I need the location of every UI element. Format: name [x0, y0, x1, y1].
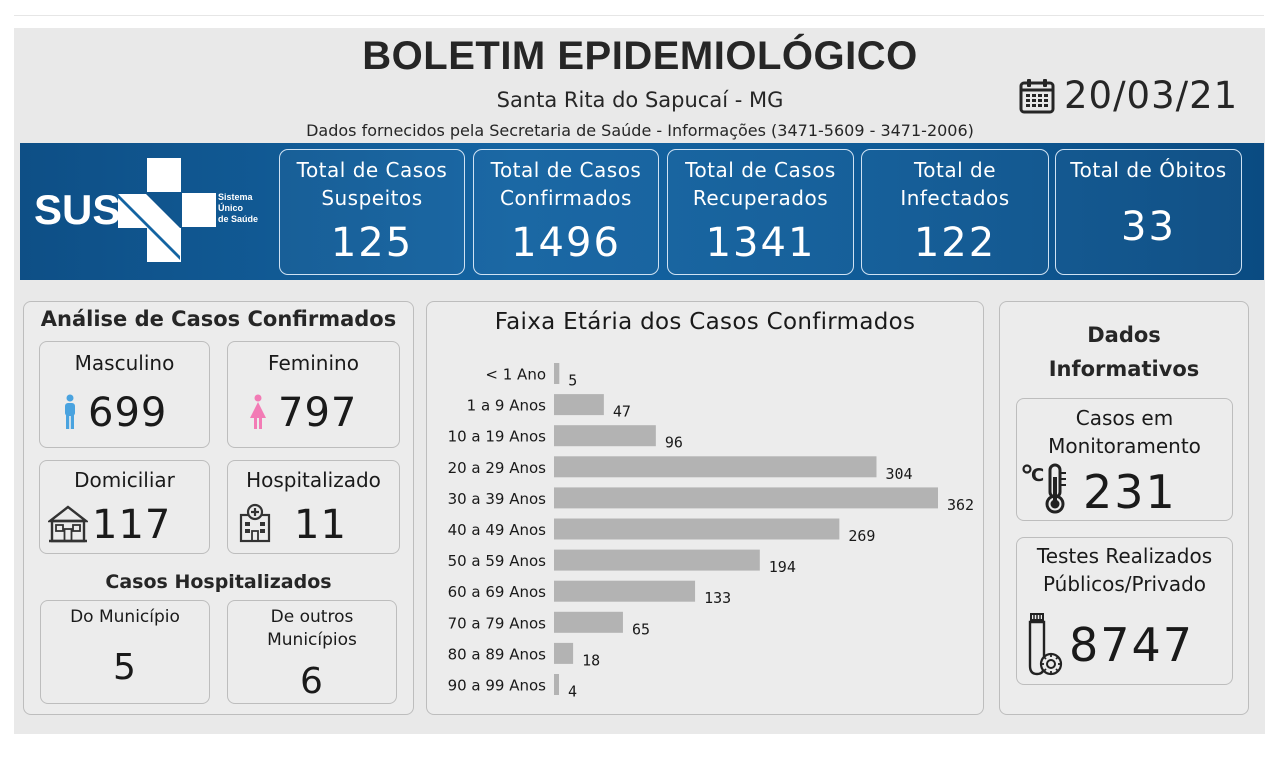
bar-value-label: 4	[568, 683, 577, 701]
thermometer-icon: C	[1021, 461, 1069, 519]
top-divider	[14, 15, 1264, 16]
category-label: 70 a 79 Anos	[448, 614, 547, 632]
male-label: Masculino	[74, 351, 175, 375]
report-date: 20/03/21	[1018, 74, 1238, 117]
kpi-value: 1341	[705, 220, 816, 266]
kpi-value: 125	[330, 220, 414, 266]
date-text: 20/03/21	[1064, 74, 1239, 117]
kpi-deaths: Total de Óbitos 33	[1055, 149, 1242, 275]
male-card: Masculino 699	[39, 341, 210, 448]
female-card: Feminino 797	[227, 341, 400, 448]
page-title: BOLETIM EPIDEMIOLÓGICO	[362, 34, 918, 78]
kpi-label: Total de Casos Suspeitos	[296, 158, 448, 210]
home-label: Domiciliar	[74, 468, 175, 492]
kpi-value: 122	[913, 220, 997, 266]
category-label: 80 a 89 Anos	[448, 645, 547, 663]
category-label: < 1 Ano	[485, 366, 546, 384]
age-bar	[554, 487, 938, 509]
kpi-infected: Total de Infectados 122	[861, 149, 1049, 275]
age-bar-chart: < 1 Ano 5 1 a 9 Anos 47 10 a 19 Anos 96 20 a 2…	[448, 363, 974, 701]
monitor-label: Casos em Monitoramento	[1048, 406, 1201, 458]
bar-value-label: 5	[568, 372, 577, 390]
municipio-value: 5	[113, 647, 137, 688]
bar-value-label: 96	[665, 434, 683, 452]
bar-value-label: 47	[613, 403, 631, 421]
category-label: 10 a 19 Anos	[448, 428, 547, 446]
kpi-label: Total de Casos Confirmados	[490, 158, 642, 210]
bar-value-label: 194	[769, 558, 796, 576]
tests-value: 8747	[1069, 618, 1195, 672]
age-bar	[554, 674, 559, 695]
age-bar	[554, 425, 656, 447]
svg-text:C: C	[1031, 465, 1044, 486]
bar-value-label: 304	[885, 465, 912, 483]
age-bar	[554, 611, 623, 633]
calendar-icon	[1018, 77, 1056, 115]
hospital-icon	[236, 503, 274, 547]
bar-value-label: 18	[582, 651, 600, 669]
sus-line1: Sistema	[218, 192, 254, 202]
age-bar	[554, 642, 574, 664]
analysis-title: Análise de Casos Confirmados	[40, 307, 397, 331]
category-label: 1 a 9 Anos	[467, 397, 547, 415]
female-value: 797	[278, 390, 358, 436]
sus-logo-text: SUS	[34, 186, 120, 233]
hosp-label: Hospitalizado	[246, 468, 381, 492]
kpi-label: Total de Infectados	[900, 158, 1010, 210]
age-bar	[554, 363, 560, 384]
kpi-label: Total de Casos Recuperados	[685, 158, 836, 210]
female-label: Feminino	[268, 351, 359, 375]
bar-value-label: 269	[848, 527, 875, 545]
hospitalized-card: Hospitalizado 11	[227, 460, 400, 554]
category-label: 30 a 39 Anos	[448, 490, 547, 508]
bar-value-label: 133	[704, 589, 731, 607]
bar-value-label: 65	[632, 620, 650, 638]
city-subtitle: Santa Rita do Sapucaí - MG	[496, 88, 784, 112]
kpi-banner	[20, 143, 1264, 280]
monitoring-card: Casos em Monitoramento C 231	[1016, 398, 1233, 521]
kpi-confirmed: Total de Casos Confirmados 1496	[473, 149, 659, 275]
outros-label: De outros Municípios	[267, 607, 357, 650]
category-label: 50 a 59 Anos	[448, 552, 547, 570]
chart-title: Faixa Etária dos Casos Confirmados	[494, 309, 916, 335]
house-icon	[46, 505, 90, 547]
kpi-recovered: Total de Casos Recuperados 1341	[667, 149, 854, 275]
age-bar	[554, 394, 604, 416]
hosp-value: 11	[294, 502, 347, 548]
female-person-icon	[248, 394, 268, 434]
bar-value-label: 362	[947, 496, 974, 514]
kpi-suspected: Total de Casos Suspeitos 125	[279, 149, 465, 275]
info-title: Dados Informativos	[1048, 323, 1200, 381]
kpi-label: Total de Óbitos	[1070, 158, 1227, 182]
tests-label: Testes Realizados Públicos/Privado	[1036, 544, 1213, 596]
home-card: Domiciliar 117	[39, 460, 210, 554]
age-bar	[554, 456, 877, 478]
category-label: 40 a 49 Anos	[448, 521, 547, 539]
kpi-value: 33	[1121, 204, 1176, 250]
sus-logo: SUS Sistema Único de Saúde	[34, 158, 258, 262]
municipio-card: Do Município 5	[40, 600, 210, 704]
tests-card: Testes Realizados Públicos/Privado 8747	[1016, 537, 1233, 685]
category-label: 60 a 69 Anos	[448, 583, 547, 601]
sus-line2: Único	[218, 202, 244, 213]
category-label: 90 a 99 Anos	[448, 677, 547, 695]
kpi-value: 1496	[511, 220, 621, 266]
category-label: 20 a 29 Anos	[448, 459, 547, 477]
outros-value: 6	[300, 661, 324, 702]
male-person-icon	[62, 394, 78, 434]
monitor-value: 231	[1083, 465, 1177, 519]
sus-line3: de Saúde	[218, 214, 258, 224]
source-note: Dados fornecidos pela Secretaria de Saúd…	[306, 121, 974, 140]
hospitalized-section-title: Casos Hospitalizados	[105, 571, 332, 593]
male-value: 699	[88, 390, 168, 436]
age-bar	[554, 580, 696, 602]
age-bar	[554, 549, 760, 571]
test-tube-virus-icon	[1025, 612, 1069, 686]
home-value: 117	[92, 502, 172, 548]
age-bar	[554, 518, 840, 540]
municipio-label: Do Município	[70, 607, 180, 627]
outros-municipios-card: De outros Municípios 6	[227, 600, 397, 704]
